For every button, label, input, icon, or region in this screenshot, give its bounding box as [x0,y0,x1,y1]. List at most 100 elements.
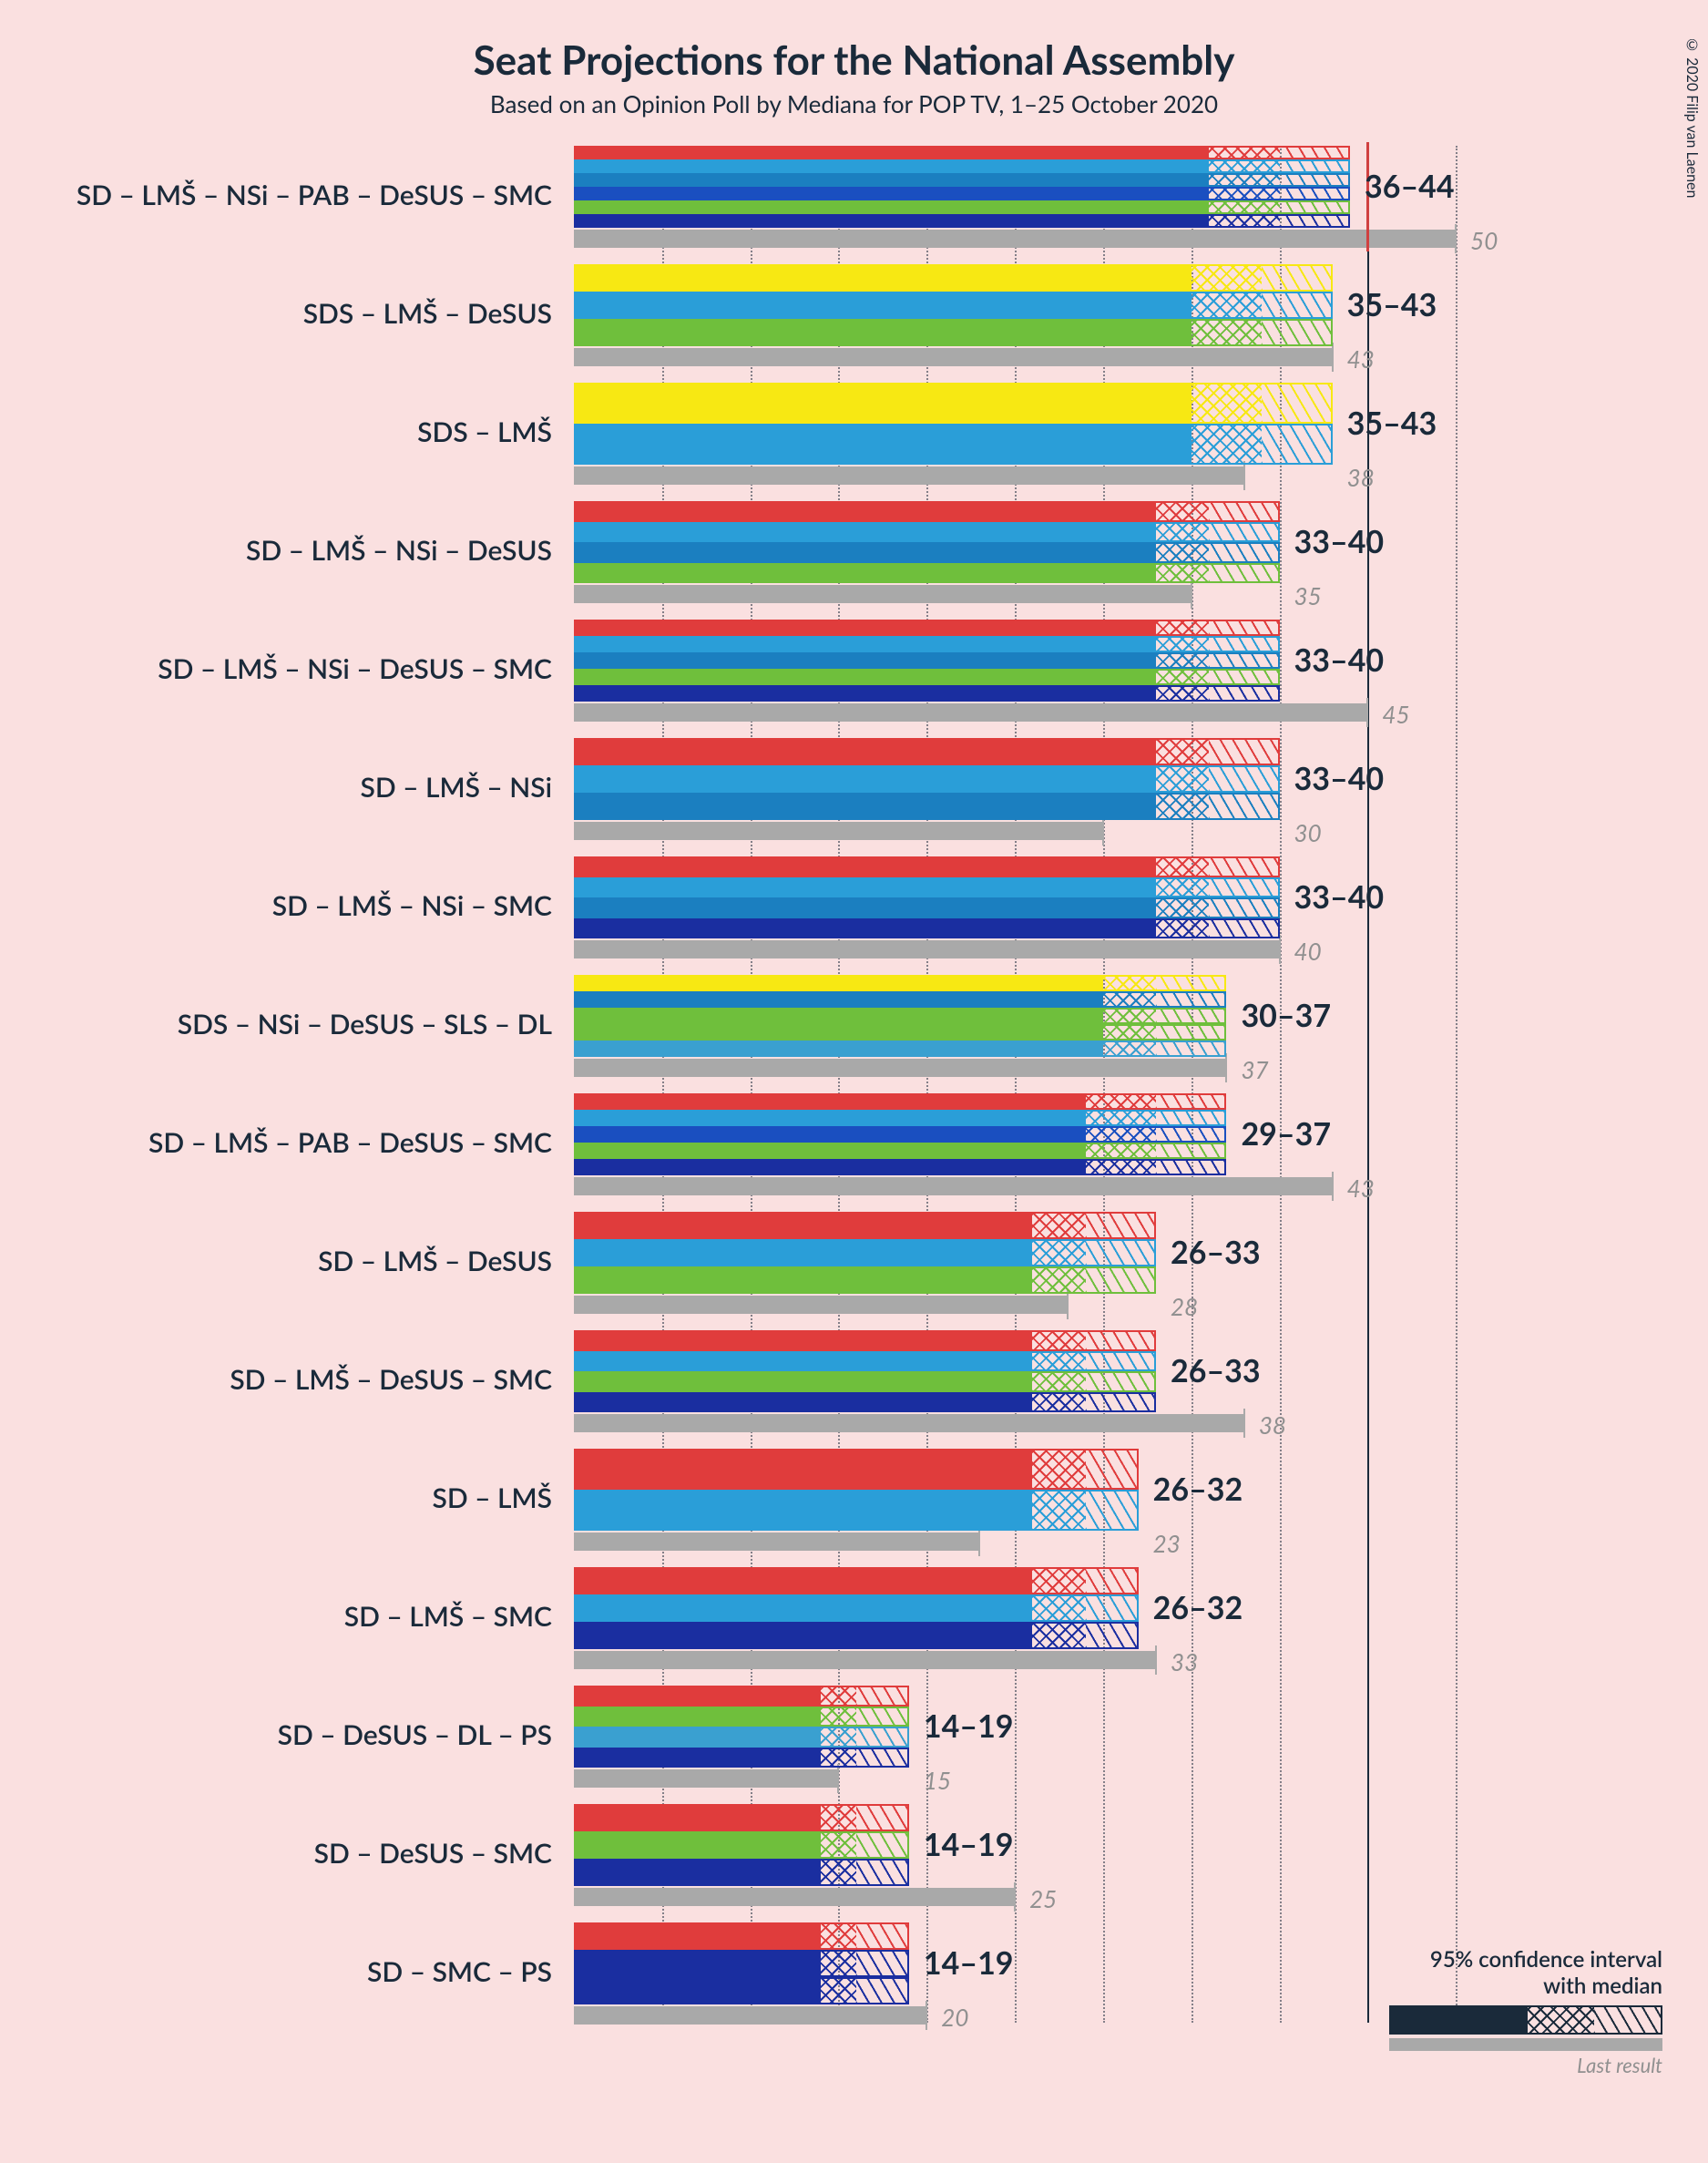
ci-upper-hatch [856,1748,909,1768]
party-stripe [574,1351,1032,1372]
range-label: 29–37 [1241,1115,1331,1153]
party-stripe [574,159,1209,173]
ci-upper-hatch [1280,200,1350,214]
party-stripe [574,738,1156,765]
party-stripe [574,200,1209,214]
party-stripe [574,620,1156,636]
party-stripe [574,1449,1032,1490]
last-result-bar [574,1296,1068,1314]
chart-title: Seat Projections for the National Assemb… [27,36,1681,84]
ci-upper-hatch [1209,856,1279,877]
party-stripe [574,1567,1032,1594]
ci-upper-hatch [1262,319,1332,346]
last-result-label: 28 [1171,1292,1198,1321]
ci-upper-hatch [1262,264,1332,292]
ci-lower-hatch [1156,877,1209,898]
ci-lower-hatch [1156,669,1209,685]
party-stripe [574,991,1103,1008]
ci-lower-hatch [821,1831,856,1859]
ci-upper-hatch [1209,620,1279,636]
last-result-tick [1455,224,1457,253]
projection-bar [574,1686,909,1768]
ci-lower-hatch [1209,214,1279,228]
party-stripe [574,975,1103,991]
range-label: 26–32 [1153,1471,1243,1508]
range-label: 26–32 [1153,1589,1243,1626]
ci-upper-hatch [1280,146,1350,159]
party-stripe [574,1950,821,1977]
coalition-label: SD – SMC – PS [367,1955,552,1988]
legend: 95% confidence intervalwith median Last … [1371,1947,1662,2077]
projection-bar [574,501,1280,583]
ci-lower-hatch [1156,856,1209,877]
last-result-bar [574,1059,1226,1077]
ci-upper-hatch [1156,1093,1226,1110]
ci-upper-hatch [856,1686,909,1707]
party-stripe [574,685,1156,702]
coalition-row: SD – DeSUS – DL – PS14–1915 [574,1686,1544,1802]
last-result-label: 43 [1347,344,1375,374]
coalition-row: SD – DeSUS – SMC14–1925 [574,1804,1544,1921]
party-stripe [574,1024,1103,1040]
coalition-label: SD – LMŠ – DeSUS [318,1245,552,1277]
party-stripe [574,1707,821,1727]
ci-lower-hatch [1156,897,1209,918]
ci-lower-hatch [1032,1392,1085,1413]
party-stripe [574,877,1156,898]
ci-lower-hatch [821,1707,856,1727]
ci-upper-hatch [1209,877,1279,898]
ci-lower-hatch [1156,542,1209,563]
projection-bar [574,738,1280,820]
party-stripe [574,173,1209,187]
ci-lower-hatch [821,1859,856,1886]
ci-lower-hatch [1032,1490,1085,1531]
last-result-tick [1332,343,1334,372]
party-stripe [574,652,1156,669]
last-result-label: 40 [1294,937,1322,966]
party-stripe [574,501,1156,522]
ci-upper-hatch [1280,187,1350,200]
coalition-label: SD – LMŠ – NSi [360,771,552,804]
range-label: 33–40 [1294,760,1385,797]
range-label: 14–19 [924,1826,1014,1863]
ci-upper-hatch [1086,1330,1156,1351]
ci-upper-hatch [1086,1392,1156,1413]
range-label: 14–19 [924,1707,1014,1745]
ci-lower-hatch [1156,563,1209,584]
chart-plot-area: SD – LMŠ – NSi – PAB – DeSUS – SMC36–445… [574,146,1544,2077]
ci-lower-hatch [821,1977,856,2004]
legend-ci-bar [1389,2005,1662,2035]
ci-upper-hatch [856,1707,909,1727]
ci-lower-hatch [1086,1093,1156,1110]
last-result-tick [1243,461,1245,490]
last-result-bar [574,2006,926,2025]
party-stripe [574,1490,1032,1531]
coalition-row: SD – LMŠ – NSi – PAB – DeSUS – SMC36–445… [574,146,1544,262]
last-result-tick [1067,1290,1069,1319]
party-stripe [574,522,1156,543]
party-stripe [574,319,1192,346]
party-stripe [574,669,1156,685]
legend-ci-label: 95% confidence intervalwith median [1371,1947,1662,2000]
coalition-row: SD – LMŠ26–3223 [574,1449,1544,1565]
ci-upper-hatch [1156,1008,1226,1024]
party-stripe [574,1143,1086,1159]
projection-bar [574,856,1280,938]
party-stripe [574,1748,821,1768]
projection-bar [574,1330,1156,1412]
coalition-label: SD – LMŠ – NSi – SMC [272,889,552,922]
last-result-label: 20 [941,2003,968,2032]
ci-upper-hatch [856,1977,909,2004]
ci-lower-hatch [1103,1008,1156,1024]
party-stripe [574,563,1156,584]
party-stripe [574,187,1209,200]
ci-upper-hatch [1209,563,1279,584]
party-stripe [574,1212,1032,1239]
party-stripe [574,1110,1086,1126]
projection-bar [574,620,1280,702]
party-stripe [574,793,1156,820]
ci-lower-hatch [1192,264,1262,292]
ci-upper-hatch [1262,424,1332,465]
projection-bar [574,146,1350,228]
coalition-label: SD – LMŠ – NSi – PAB – DeSUS – SMC [77,179,552,211]
